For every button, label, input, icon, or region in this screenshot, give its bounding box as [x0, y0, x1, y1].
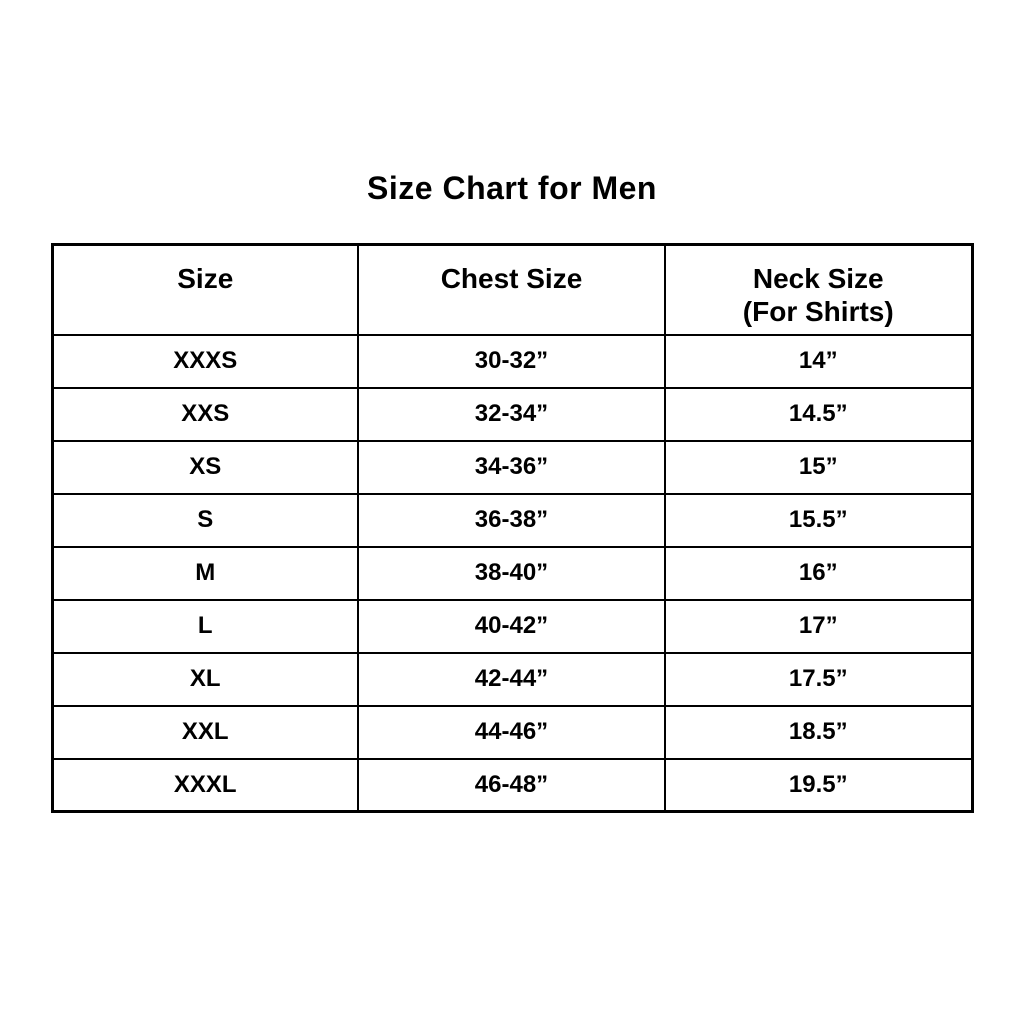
- cell-size: M: [51, 545, 359, 601]
- table-row-xl: XL 42-44” 17.5”: [51, 651, 973, 707]
- cell-chest: 42-44”: [357, 651, 666, 707]
- cell-chest: 36-38”: [357, 492, 666, 548]
- cell-size: XL: [51, 651, 359, 707]
- header-sublabel-neck-size: (For Shirts): [742, 296, 894, 328]
- page-title: Size Chart for Men: [367, 170, 657, 206]
- cell-chest: 44-46”: [357, 704, 666, 760]
- cell-chest: 34-36”: [357, 439, 666, 495]
- cell-neck: 18.5”: [664, 704, 973, 760]
- cell-size: XXXS: [51, 333, 359, 389]
- table-row-l: L 40-42” 17”: [51, 598, 973, 654]
- cell-neck: 14”: [664, 333, 973, 389]
- cell-size: L: [51, 598, 359, 654]
- table-row-xs: XS 34-36” 15”: [51, 439, 973, 495]
- header-cell-size: Size: [51, 243, 359, 336]
- cell-neck: 14.5”: [664, 386, 973, 442]
- header-cell-neck-size: Neck Size (For Shirts): [664, 243, 973, 336]
- header-label-chest-size: Chest Size: [440, 263, 583, 294]
- table-row-xxl: XXL 44-46” 18.5”: [51, 704, 973, 760]
- table-row-xxxs: XXXS 30-32” 14”: [51, 333, 973, 389]
- cell-neck: 15”: [664, 439, 973, 495]
- cell-size: XS: [51, 439, 359, 495]
- cell-chest: 46-48”: [357, 757, 666, 813]
- table-header-row: Size Chest Size Neck Size (For Shirts): [51, 243, 973, 336]
- cell-chest: 40-42”: [357, 598, 666, 654]
- table-row-xxxl: XXXL 46-48” 19.5”: [51, 757, 973, 813]
- cell-size: XXS: [51, 386, 359, 442]
- header-label-size: Size: [177, 263, 234, 294]
- cell-neck: 17.5”: [664, 651, 973, 707]
- cell-neck: 15.5”: [664, 492, 973, 548]
- cell-chest: 38-40”: [357, 545, 666, 601]
- header-cell-chest-size: Chest Size: [357, 243, 666, 336]
- cell-size: XXXL: [51, 757, 359, 813]
- cell-size: S: [51, 492, 359, 548]
- cell-chest: 30-32”: [357, 333, 666, 389]
- cell-chest: 32-34”: [357, 386, 666, 442]
- table-row-xxs: XXS 32-34” 14.5”: [51, 386, 973, 442]
- table-row-s: S 36-38” 15.5”: [51, 492, 973, 548]
- cell-neck: 19.5”: [664, 757, 973, 813]
- size-chart-table: Size Chest Size Neck Size (For Shirts) X…: [50, 243, 974, 813]
- header-label-neck-size: Neck Size: [752, 263, 884, 294]
- table-row-m: M 38-40” 16”: [51, 545, 973, 601]
- cell-neck: 16”: [664, 545, 973, 601]
- cell-size: XXL: [51, 704, 359, 760]
- cell-neck: 17”: [664, 598, 973, 654]
